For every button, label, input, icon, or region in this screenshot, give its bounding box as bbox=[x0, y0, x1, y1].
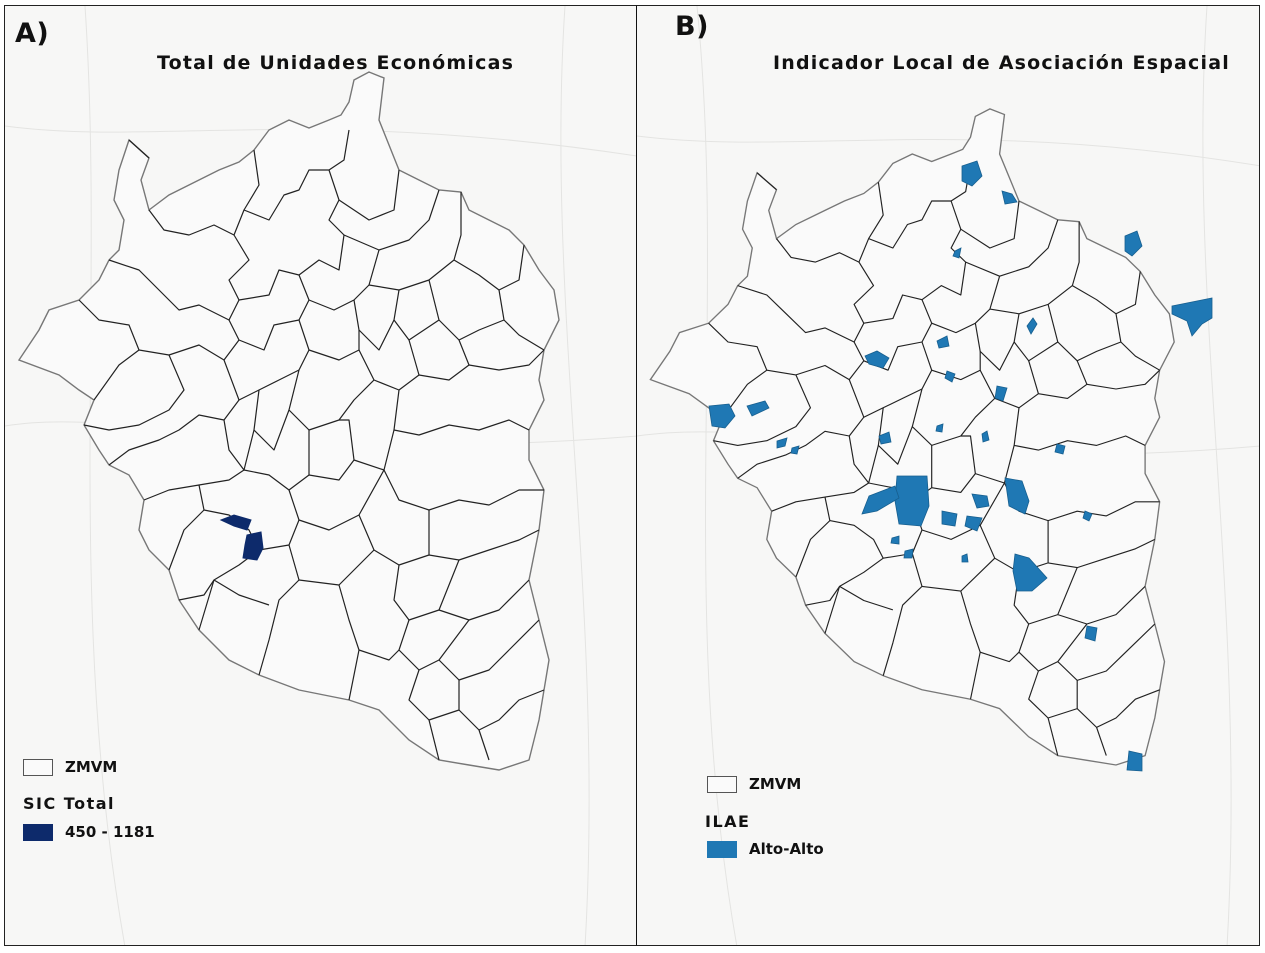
highlight-municipality bbox=[242, 531, 264, 561]
legend-class-title: SIC Total bbox=[23, 794, 115, 813]
class-swatch bbox=[707, 840, 737, 858]
alto-alto-clusters bbox=[708, 160, 1213, 772]
legend-class: 450 - 1181 bbox=[23, 823, 155, 841]
class-swatch bbox=[23, 823, 53, 841]
legend-boundary-label: ZMVM bbox=[65, 758, 118, 776]
highlight-municipality bbox=[219, 514, 252, 531]
legend-boundary-label: ZMVM bbox=[749, 775, 802, 793]
map-title: Indicador Local de Asociación Espacial bbox=[773, 52, 1230, 74]
zmvm-map bbox=[18, 71, 560, 771]
legend-class-label: Alto-Alto bbox=[749, 840, 824, 858]
panel-b: B) Indicador Local de Asociación Espacia… bbox=[636, 5, 1260, 946]
legend-class: Alto-Alto bbox=[707, 840, 824, 858]
zmvm-map bbox=[649, 108, 1213, 772]
legend-class-label: 450 - 1181 bbox=[65, 823, 155, 841]
panel-a: A) Total de Unidades Económicas ZMVM SIC… bbox=[4, 5, 636, 946]
legend-boundary: ZMVM bbox=[707, 775, 801, 793]
legend-class-title: ILAE bbox=[705, 812, 751, 831]
panel-letter: A) bbox=[15, 18, 50, 49]
panel-letter: B) bbox=[675, 11, 709, 42]
boundary-swatch bbox=[23, 758, 53, 776]
map-title: Total de Unidades Económicas bbox=[157, 52, 515, 74]
boundary-swatch bbox=[707, 775, 737, 793]
legend-boundary: ZMVM bbox=[23, 758, 117, 776]
